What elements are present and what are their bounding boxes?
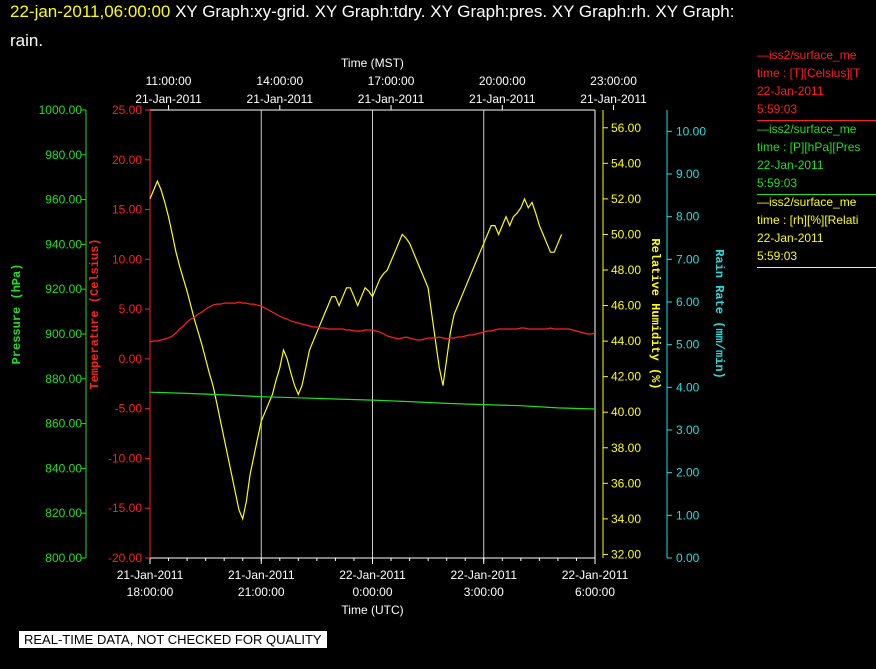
bottom-tick-time-label: 18:00:00 xyxy=(127,585,174,599)
bottom-tick-time-label: 21:00:00 xyxy=(238,585,285,599)
legend-series-name: —iss2/surface_me xyxy=(757,48,857,62)
temperature-tick-label: 5.00 xyxy=(119,302,143,316)
rain-tick-label: 8.00 xyxy=(676,210,700,224)
legend-entry-pressure[interactable]: —iss2/surface_me time : [P][hPa][Pres 22… xyxy=(757,120,876,195)
legend-divider xyxy=(757,120,876,121)
bottom-tick-time-label: 3:00:00 xyxy=(464,585,504,599)
temperature-tick-label: -5.00 xyxy=(115,402,143,416)
humidity-tick-label: 34.00 xyxy=(611,512,641,526)
legend-series-time: 5:59:03 xyxy=(757,249,798,263)
rain-tick-label: 7.00 xyxy=(676,252,700,266)
top-tick-time-label: 23:00:00 xyxy=(590,74,637,88)
top-tick-date-label: 21-Jan-2011 xyxy=(135,92,202,106)
rain-tick-label: 0.00 xyxy=(676,551,700,565)
humidity-axis-title: Relative Humidity (%) xyxy=(648,238,662,389)
legend-series-variable: time : [rh][%][Relati xyxy=(757,213,859,227)
bottom-tick-date-label: 21-Jan-2011 xyxy=(228,568,295,582)
pressure-tick-label: 860.00 xyxy=(45,417,82,431)
humidity-tick-label: 32.00 xyxy=(611,547,641,561)
pressure-tick-label: 900.00 xyxy=(45,327,82,341)
rain-tick-label: 6.00 xyxy=(676,295,700,309)
temperature-tick-label: 10.00 xyxy=(112,252,142,266)
series-line-temperature xyxy=(149,301,596,343)
rain-tick-label: 9.00 xyxy=(676,167,700,181)
legend-divider xyxy=(757,194,876,195)
top-tick-date-label: 21-Jan-2011 xyxy=(469,92,536,106)
pressure-tick-label: 960.00 xyxy=(45,193,82,207)
temperature-axis-title: Temperature (Celsius) xyxy=(88,238,102,389)
graph-list-continuation: rain. xyxy=(10,31,44,50)
pressure-tick-label: 880.00 xyxy=(45,372,82,386)
legend-series-time: 5:59:03 xyxy=(757,102,798,116)
humidity-tick-label: 46.00 xyxy=(611,299,641,313)
bottom-tick-date-label: 22-Jan-2011 xyxy=(451,568,518,582)
rain-tick-label: 5.00 xyxy=(676,338,700,352)
temperature-tick-label: -15.00 xyxy=(108,501,142,515)
top-tick-time-label: 11:00:00 xyxy=(146,74,192,88)
humidity-tick-label: 56.00 xyxy=(611,121,641,135)
bottom-tick-date-label: 22-Jan-2011 xyxy=(562,568,629,582)
humidity-tick-label: 38.00 xyxy=(611,441,641,455)
data-quality-notice: REAL-TIME DATA, NOT CHECKED FOR QUALITY xyxy=(19,631,327,648)
humidity-tick-label: 54.00 xyxy=(611,156,641,170)
rain-tick-label: 10.00 xyxy=(676,124,706,138)
legend-series-name: —iss2/surface_me xyxy=(757,195,857,209)
pressure-tick-label: 940.00 xyxy=(45,237,82,251)
bottom-axis-title: Time (UTC) xyxy=(341,603,403,617)
pressure-axis-title: Pressure (hPa) xyxy=(10,264,24,365)
series-line-pressure xyxy=(149,391,596,410)
humidity-tick-label: 36.00 xyxy=(611,476,641,490)
rain-tick-label: 4.00 xyxy=(676,380,700,394)
current-time-label: 22-jan-2011,06:00:00 xyxy=(10,2,171,21)
top-axis-title: Time (MST) xyxy=(341,56,404,70)
temperature-tick-label: 15.00 xyxy=(112,203,142,217)
rain-tick-label: 2.00 xyxy=(676,466,700,480)
graph-list-label: XY Graph:xy-grid. XY Graph:tdry. XY Grap… xyxy=(170,2,735,21)
series-line-humidity xyxy=(149,179,563,521)
rain-tick-label: 1.00 xyxy=(676,508,700,522)
top-tick-time-label: 14:00:00 xyxy=(256,74,303,88)
top-tick-date-label: 21-Jan-2011 xyxy=(247,92,314,106)
legend-series-time: 5:59:03 xyxy=(757,176,798,190)
legend-series-date: 22-Jan-2011 xyxy=(757,158,824,172)
legend-entry-temperature[interactable]: —iss2/surface_me time : [T][Celsius][T 2… xyxy=(757,46,876,121)
window-title-line: 22-jan-2011,06:00:00 XY Graph:xy-grid. X… xyxy=(10,2,734,22)
bottom-tick-date-label: 22-Jan-2011 xyxy=(339,568,406,582)
temperature-tick-label: 0.00 xyxy=(119,352,143,366)
legend-series-name: —iss2/surface_me xyxy=(757,122,857,136)
humidity-tick-label: 48.00 xyxy=(611,263,641,277)
pressure-tick-label: 1000.00 xyxy=(39,103,83,117)
pressure-tick-label: 820.00 xyxy=(45,506,82,520)
legend-series-variable: time : [T][Celsius][T xyxy=(757,66,861,80)
bottom-tick-date-label: 21-Jan-2011 xyxy=(117,568,184,582)
top-tick-date-label: 21-Jan-2011 xyxy=(580,92,647,106)
humidity-tick-label: 52.00 xyxy=(611,192,641,206)
legend-series-variable: time : [P][hPa][Pres xyxy=(757,140,861,154)
top-tick-time-label: 20:00:00 xyxy=(479,74,526,88)
pressure-tick-label: 800.00 xyxy=(45,551,82,565)
temperature-tick-label: -10.00 xyxy=(108,451,142,465)
temperature-tick-label: 25.00 xyxy=(112,103,142,117)
legend-entry-humidity[interactable]: —iss2/surface_me time : [rh][%][Relati 2… xyxy=(757,193,876,268)
humidity-tick-label: 50.00 xyxy=(611,227,641,241)
rain-axis-title: Rain Rate (mm/min) xyxy=(712,249,726,379)
legend-series-date: 22-Jan-2011 xyxy=(757,231,824,245)
temperature-tick-label: -20.00 xyxy=(108,551,142,565)
top-tick-date-label: 21-Jan-2011 xyxy=(358,92,425,106)
legend-divider xyxy=(757,267,876,268)
legend-series-date: 22-Jan-2011 xyxy=(757,84,824,98)
bottom-tick-time-label: 0:00:00 xyxy=(352,585,392,599)
rain-tick-label: 3.00 xyxy=(676,423,700,437)
top-tick-time-label: 17:00:00 xyxy=(368,74,415,88)
humidity-tick-label: 42.00 xyxy=(611,370,641,384)
humidity-tick-label: 40.00 xyxy=(611,405,641,419)
bottom-tick-time-label: 6:00:00 xyxy=(575,585,615,599)
pressure-tick-label: 980.00 xyxy=(45,148,82,162)
pressure-tick-label: 920.00 xyxy=(45,282,82,296)
humidity-tick-label: 44.00 xyxy=(611,334,641,348)
pressure-tick-label: 840.00 xyxy=(45,461,82,475)
temperature-tick-label: 20.00 xyxy=(112,153,142,167)
